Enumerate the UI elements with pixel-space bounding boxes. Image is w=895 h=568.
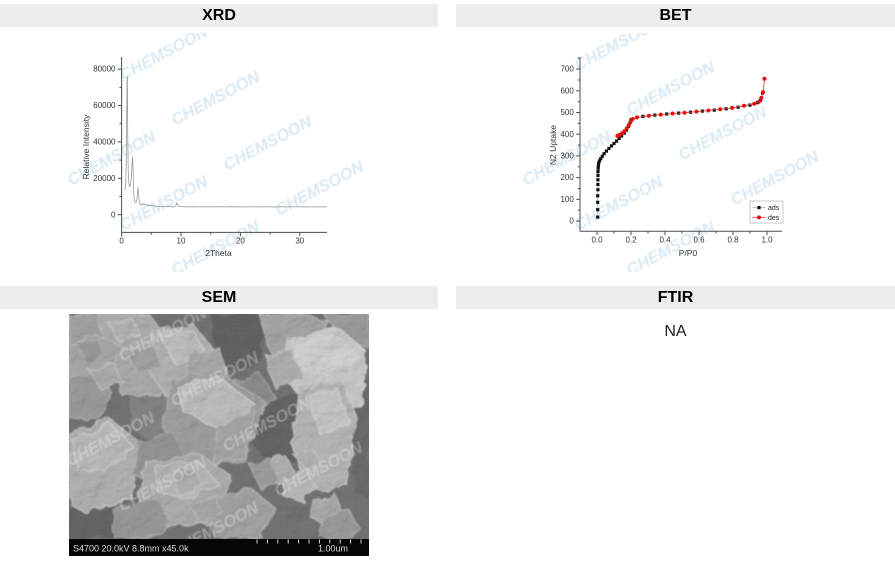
- svg-text:700: 700: [560, 65, 574, 74]
- svg-text:100: 100: [560, 195, 574, 204]
- svg-text:1.00um: 1.00um: [318, 544, 348, 554]
- svg-text:0: 0: [569, 217, 574, 226]
- svg-text:20000: 20000: [93, 174, 116, 183]
- svg-text:0.6: 0.6: [693, 236, 705, 245]
- svg-text:Relative Intensity: Relative Intensity: [81, 114, 91, 179]
- svg-text:1.0: 1.0: [761, 236, 773, 245]
- svg-text:N2 Uptake: N2 Uptake: [548, 125, 558, 165]
- svg-text:30: 30: [295, 237, 304, 246]
- svg-text:0: 0: [119, 237, 124, 246]
- svg-text:des: des: [768, 215, 780, 222]
- svg-text:0.0: 0.0: [591, 236, 603, 245]
- svg-text:0.4: 0.4: [659, 236, 671, 245]
- svg-text:60000: 60000: [93, 101, 116, 110]
- svg-text:500: 500: [560, 108, 574, 117]
- svg-text:0: 0: [111, 210, 116, 219]
- svg-text:300: 300: [560, 152, 574, 161]
- svg-text:2Theta: 2Theta: [205, 248, 232, 258]
- svg-text:40000: 40000: [93, 138, 116, 147]
- svg-text:0.8: 0.8: [727, 236, 739, 245]
- svg-text:20: 20: [236, 237, 245, 246]
- svg-text:P/P0: P/P0: [679, 248, 698, 258]
- svg-text:0.2: 0.2: [625, 236, 637, 245]
- svg-text:ads: ads: [768, 205, 780, 212]
- svg-text:80000: 80000: [93, 65, 116, 74]
- svg-text:400: 400: [560, 130, 574, 139]
- svg-text:200: 200: [560, 173, 574, 182]
- svg-text:600: 600: [560, 86, 574, 95]
- svg-text:10: 10: [177, 237, 186, 246]
- svg-text:S4700 20.0kV 8.8mm x45.0k: S4700 20.0kV 8.8mm x45.0k: [73, 544, 189, 554]
